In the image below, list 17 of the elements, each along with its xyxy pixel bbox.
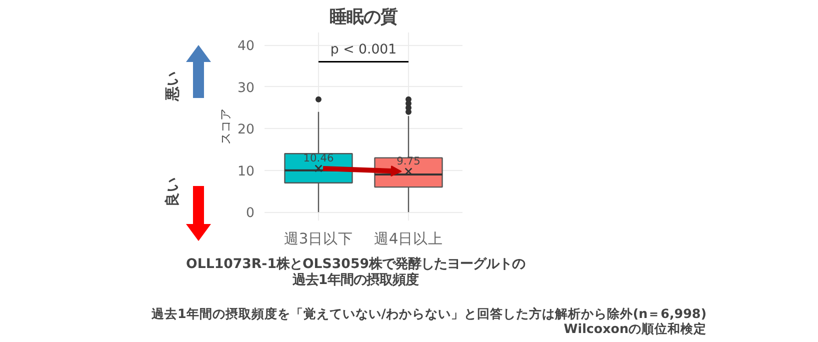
- y-tick-label: 0: [246, 206, 255, 222]
- x-tick-label: 週3日以下: [284, 230, 354, 248]
- y-tick-label: 40: [238, 39, 255, 54]
- text: 過去1年間の摂取頻度を「覚えていない/わからない」と回答した方は解析から除外(n＝6,998): [150, 306, 707, 321]
- annotation: 10.46: [303, 151, 334, 164]
- y-tick-label: 30: [238, 80, 255, 96]
- chart-title: 睡眠の質: [330, 8, 398, 28]
- y-tick-label: 10: [238, 164, 255, 180]
- x-tick-label: 週4日以上: [374, 230, 444, 248]
- y-axis-title: スコア: [218, 108, 233, 144]
- text: 悪い: [164, 70, 181, 102]
- annotation: p < 0.001: [330, 42, 397, 58]
- y-tick-label: 20: [238, 122, 255, 138]
- text: Wilcoxonの順位和検定: [564, 321, 706, 336]
- x-axis-title: OLL1073R-1株とOLS3059株で発酵したヨーグルトの過去1年間の摂取頻度: [186, 257, 525, 288]
- annotation: 9.75: [396, 154, 420, 168]
- text: 良い: [163, 176, 181, 207]
